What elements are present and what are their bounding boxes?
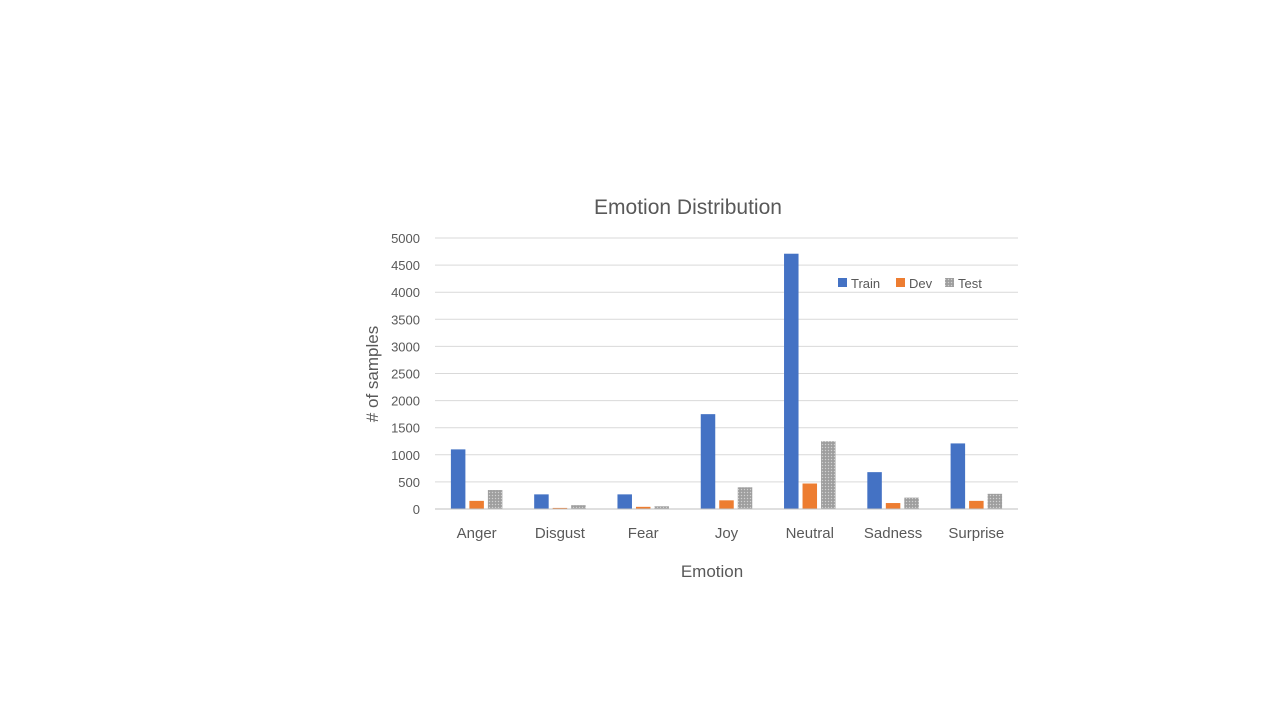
bar-test-disgust	[571, 505, 586, 509]
y-tick-label: 4500	[391, 258, 420, 273]
y-tick-label: 0	[413, 502, 420, 517]
bar-train-joy	[700, 414, 716, 509]
bar-train-anger	[450, 449, 466, 509]
y-axis-title: # of samples	[363, 326, 382, 422]
bar-test-surprise	[987, 493, 1003, 509]
bar-train-neutral	[784, 253, 799, 509]
bar-dev-neutral	[802, 483, 818, 509]
y-tick-label: 4000	[391, 285, 420, 300]
bar-dev-disgust	[552, 507, 568, 509]
y-tick-label: 2500	[391, 367, 420, 382]
x-category-label: Surprise	[948, 525, 1004, 542]
x-category-label: Fear	[628, 525, 659, 542]
y-tick-label: 500	[398, 475, 420, 490]
legend-label-dev: Dev	[909, 276, 933, 291]
y-tick-label: 3500	[391, 312, 420, 327]
bar-train-sadness	[867, 472, 882, 509]
y-tick-label: 1000	[391, 448, 420, 463]
x-category-label: Joy	[715, 525, 739, 542]
bar-test-fear	[654, 506, 669, 509]
y-tick-label: 2000	[391, 394, 420, 409]
x-axis-title: Emotion	[681, 562, 743, 581]
bar-train-surprise	[950, 443, 966, 509]
bar-test-neutral	[821, 441, 836, 509]
legend-label-test: Test	[958, 276, 982, 291]
y-tick-label: 3000	[391, 339, 420, 354]
bar-train-fear	[617, 494, 632, 509]
bar-test-sadness	[904, 497, 919, 509]
x-category-label: Neutral	[786, 525, 834, 542]
x-category-label: Sadness	[864, 525, 922, 542]
bar-train-disgust	[534, 494, 549, 509]
legend-swatch-dev	[896, 278, 905, 287]
bar-dev-fear	[635, 506, 651, 509]
legend-swatch-train	[838, 278, 847, 287]
y-tick-label: 1500	[391, 421, 420, 436]
bar-dev-sadness	[885, 503, 901, 509]
gridlines	[435, 237, 1018, 483]
chart-title: Emotion Distribution	[594, 196, 782, 219]
legend: Train Dev Test	[838, 276, 982, 291]
legend-swatch-test	[945, 278, 954, 287]
bar-dev-surprise	[969, 500, 984, 509]
x-category-label: Disgust	[535, 525, 586, 542]
y-axis-tick-labels: 0 500 1000 1500 2000 2500 3000 3500 4000 4500 5000	[391, 231, 420, 517]
y-tick-label: 5000	[391, 231, 420, 246]
bar-test-joy	[737, 487, 753, 509]
x-category-label: Anger	[457, 525, 497, 542]
bar-dev-joy	[719, 500, 734, 509]
bar-test-anger	[487, 490, 503, 509]
bar-dev-anger	[469, 500, 484, 509]
bars	[450, 253, 1003, 509]
legend-label-train: Train	[851, 276, 880, 291]
x-axis-category-labels: Anger Disgust Fear Joy Neutral Sadness Surpris…	[457, 525, 1005, 542]
